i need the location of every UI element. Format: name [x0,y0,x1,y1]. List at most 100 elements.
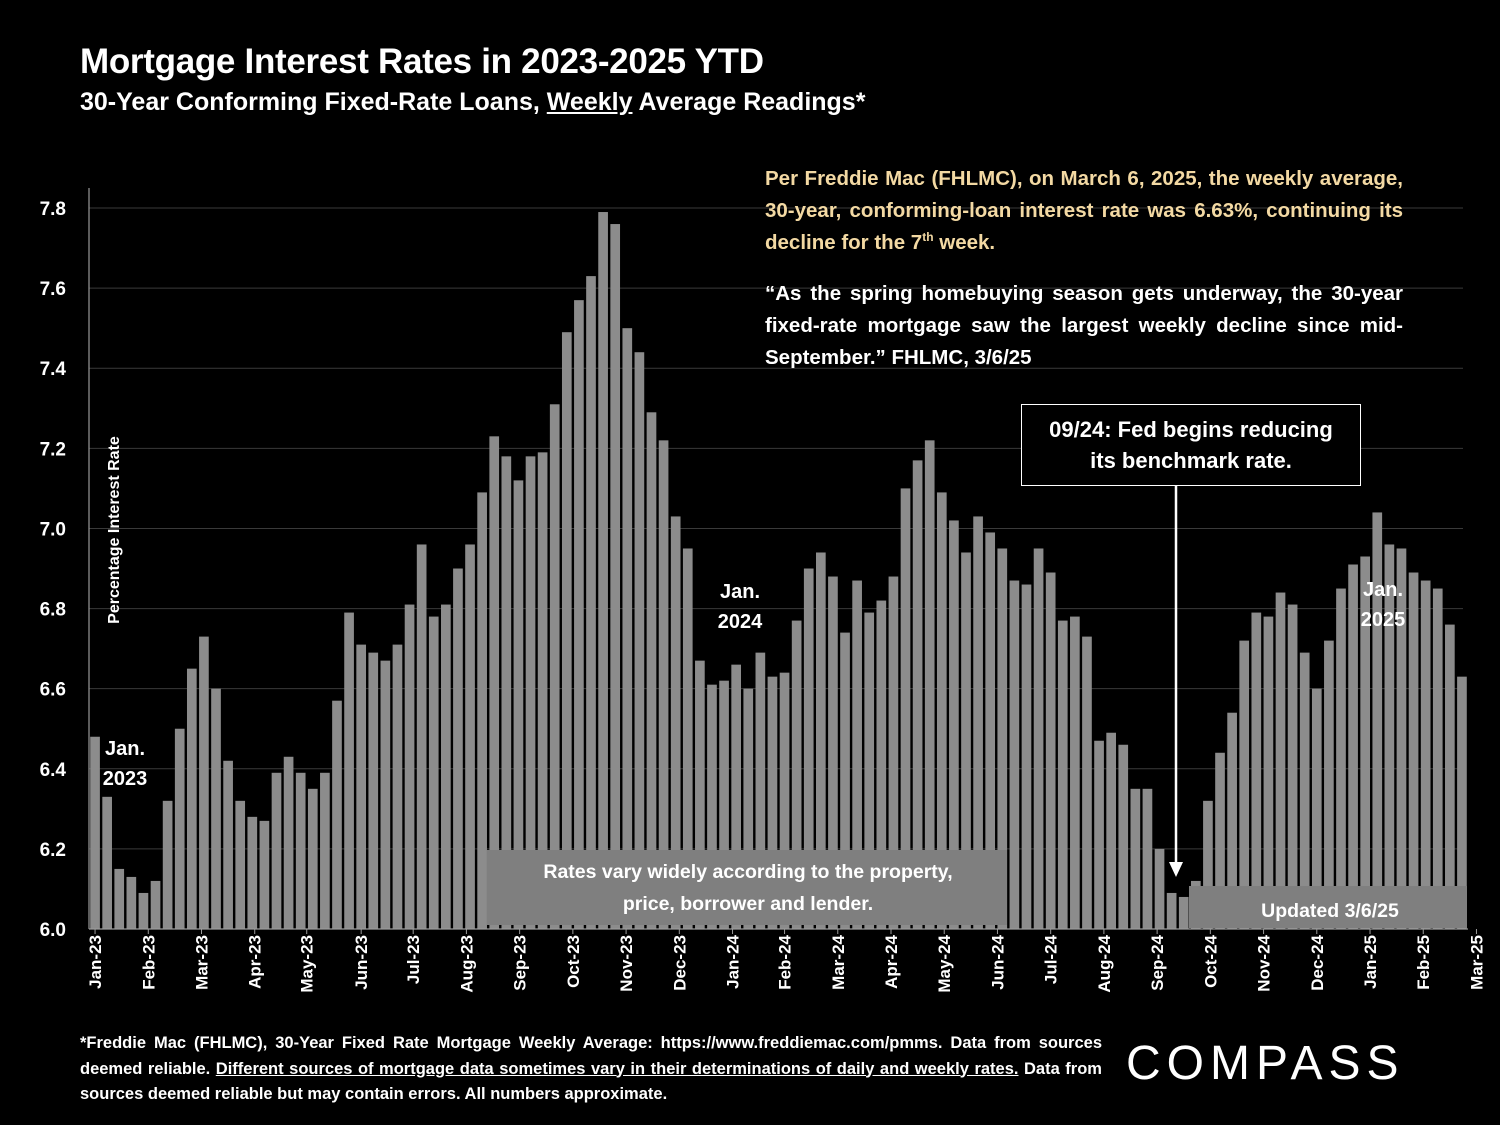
page-subtitle: 30-Year Conforming Fixed-Rate Loans, Wee… [80,88,865,117]
y-tick-label: 7.8 [40,199,66,220]
x-tick-label: May-23 [298,935,317,993]
bar [199,636,209,929]
y-tick-label: 7.0 [40,519,66,540]
bar [1082,636,1092,929]
subtitle-weekly: Weekly [546,88,633,116]
bar [126,876,137,929]
x-tick-label: Feb-23 [139,935,158,990]
bar [1408,572,1419,929]
x-tick-label: Sep-24 [1148,934,1167,990]
x-tick-label: Nov-23 [617,935,636,992]
subtitle-pre: 30-Year Conforming Fixed-Rate Loans, [80,88,547,116]
bar [332,700,342,929]
bar [283,756,294,929]
bar [1094,740,1104,929]
page-title: Mortgage Interest Rates in 2023-2025 YTD [80,42,764,81]
bar [295,772,306,929]
bar [598,212,608,930]
bar [223,760,233,929]
bar [840,632,850,929]
bar [1396,548,1407,929]
x-tick-label: Nov-24 [1255,934,1274,991]
y-tick-label: 6.8 [40,600,66,621]
bar [477,492,487,929]
bar [1324,640,1334,929]
bar [586,276,596,930]
fed-callout-line1: 09/24: Fed begins reducing [1049,417,1333,442]
bar [441,604,451,929]
rates-vary-text: price, borrower and lender. [623,893,873,915]
bar [525,456,536,929]
bar [912,460,923,929]
bar [731,664,742,929]
bar [1227,712,1237,929]
bar [380,660,391,929]
y-tick-label: 7.4 [40,359,67,380]
updated-text: Updated 3/6/25 [1261,900,1399,922]
bar [1372,512,1383,929]
bar [537,452,548,929]
footer-text-underlined: Different sources of mortgage data somet… [215,1059,1019,1078]
bar [102,796,112,929]
rates-vary-box [487,850,1007,925]
bar [1457,676,1467,929]
bar [961,552,971,929]
bar [1154,848,1165,929]
y-tick-label: 6.4 [40,760,67,781]
bar [1287,604,1298,929]
bar [610,224,621,929]
bar [755,652,766,929]
bar [936,492,947,929]
year-annotation: 2024 [718,611,763,633]
bar [815,552,826,929]
bar [767,676,778,929]
y-axis-label: Percentage Interest Rate [106,436,123,624]
x-tick-label: Aug-24 [1095,934,1114,992]
bar [803,568,814,929]
x-tick-label: Feb-24 [776,934,795,989]
bar [1432,588,1443,929]
x-tick-label: Mar-25 [1467,935,1486,990]
bar [707,684,717,929]
bar [1263,616,1274,929]
bar [561,332,572,929]
bar [114,868,125,929]
bar [888,576,899,929]
x-tick-label: Sep-23 [511,935,530,991]
bar [1336,588,1346,929]
bar [513,480,524,929]
year-annotation: 2023 [103,768,148,790]
bar [90,736,100,929]
year-annotation: Jan. [720,581,760,603]
bar [949,520,959,929]
footer-note: *Freddie Mac (FHLMC), 30-Year Fixed Rate… [80,1031,1102,1108]
bar [743,688,754,929]
bar [150,880,161,929]
bar [501,456,512,929]
bar [1348,564,1358,929]
bar [211,688,221,929]
bar [307,788,318,929]
bar [1178,896,1189,929]
y-tick-label: 7.2 [40,439,66,460]
bar [1311,688,1322,929]
bar [1215,752,1225,929]
fed-callout-line2: its benchmark rate. [1090,448,1292,473]
freddie-mac-note: Per Freddie Mac (FHLMC), on March 6, 202… [765,163,1403,259]
bar [1070,616,1080,929]
x-tick-label: Jul-24 [1042,934,1061,984]
bar [1130,788,1141,929]
bar [924,440,935,929]
bar [368,652,379,929]
bar [1009,580,1020,929]
bar [162,800,173,929]
x-tick-label: Apr-24 [882,934,901,988]
x-tick-label: Apr-23 [246,935,265,989]
bar [259,820,270,929]
bar [344,612,354,929]
bar [174,728,185,929]
x-tick-label: May-24 [935,934,954,992]
bar [658,440,669,929]
x-tick-label: Jan-24 [724,934,743,988]
